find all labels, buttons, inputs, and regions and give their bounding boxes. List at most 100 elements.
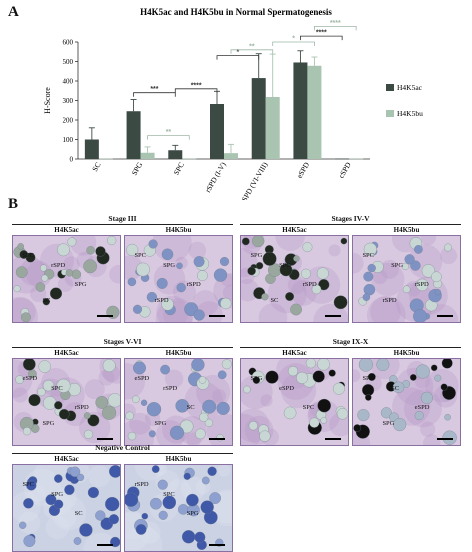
significance-bracket — [272, 41, 315, 46]
stage-divider — [240, 347, 461, 348]
stage-title: Stages IV-V — [331, 214, 370, 223]
stage-title: Stages V-VI — [103, 337, 142, 346]
significance-label: **** — [316, 30, 327, 37]
y-tick-label: 200 — [63, 117, 74, 125]
x-tick-label: eSPD — [295, 160, 312, 180]
micrograph-image — [352, 235, 461, 323]
cell-type-label: SC — [270, 297, 279, 305]
scale-bar — [209, 544, 225, 546]
micrograph-image — [124, 235, 233, 323]
y-tick-label: 500 — [63, 58, 74, 66]
stage-title: Negative Control — [95, 443, 150, 452]
micrograph-image — [240, 235, 349, 323]
x-tick-label: SPG — [130, 160, 145, 177]
significance-label: * — [236, 49, 239, 56]
cell-type-label: SPG — [250, 374, 263, 382]
cell-type-label: SPC — [279, 261, 291, 269]
bar-h4k5ac-1 — [126, 111, 141, 159]
significance-label: **** — [330, 20, 341, 27]
antibody-label: H4K5ac — [282, 226, 307, 234]
cell-type-label: SPC — [22, 480, 35, 488]
cell-type-label: rSPD — [134, 480, 149, 488]
legend-label-h4k5bu: H4K5bu — [397, 109, 423, 118]
y-tick-label: 100 — [63, 136, 74, 144]
antibody-label: H4K5bu — [393, 226, 420, 234]
cell-type-label: eSPD — [134, 374, 150, 382]
bar-h4k5ac-3 — [210, 104, 224, 159]
antibody-label: H4K5bu — [165, 349, 192, 357]
antibody-label: H4K5ac — [54, 226, 79, 234]
bar-chart: H4K5ac and H4K5bu in Normal Spermatogene… — [43, 7, 423, 200]
scale-bar — [325, 315, 341, 317]
cell-type-label: SC — [42, 297, 51, 305]
cell-type-label: rSPD — [382, 297, 397, 305]
significance-bracket — [216, 55, 260, 60]
cell-type-label: SPG — [391, 261, 404, 269]
bar-h4k5bu-5 — [307, 65, 322, 159]
cell-type-label: eSPD — [414, 403, 430, 411]
bar-h4k5ac-5 — [293, 62, 308, 159]
scale-bar — [437, 438, 453, 440]
bar-h4k5bu-6 — [349, 158, 364, 160]
cell-type-label: rSPD — [74, 403, 89, 411]
stage-title: Stage III — [108, 214, 137, 223]
cell-type-label: SPC — [22, 251, 35, 259]
significance-bracket — [314, 26, 357, 31]
legend-swatch-h4k5bu — [386, 110, 394, 117]
cell-type-label: SC — [391, 384, 400, 392]
scale-bar — [437, 315, 453, 317]
significance-label: **** — [191, 82, 202, 89]
bar-h4k5ac-6 — [335, 158, 350, 160]
cell-type-label: SPG — [42, 420, 55, 428]
significance-label: ** — [249, 43, 255, 50]
panel-a-letter: A — [8, 4, 19, 20]
stage-divider — [12, 347, 233, 348]
cell-type-label: SPC — [362, 251, 375, 259]
y-tick-label: 0 — [70, 156, 74, 164]
cell-type-label: eSPD — [279, 384, 294, 392]
cell-type-label: SPG — [163, 261, 176, 269]
x-tick-label: cSPD — [337, 160, 354, 180]
legend-label-h4k5ac: H4K5ac — [397, 83, 423, 92]
cell-type-label: SPG — [154, 420, 167, 428]
antibody-label: H4K5bu — [165, 455, 192, 463]
bar-h4k5bu-4 — [265, 96, 280, 159]
micrograph-image — [124, 464, 233, 552]
bar-h4k5ac-4 — [251, 78, 266, 159]
bar-h4k5ac-0 — [84, 139, 99, 159]
significance-bracket — [300, 35, 343, 41]
cell-type-label: rSPD — [186, 280, 201, 288]
significance-label: * — [292, 36, 295, 43]
scale-bar — [209, 438, 225, 440]
cell-type-label: rSPD — [414, 280, 429, 288]
stage-divider — [240, 224, 461, 225]
bar-h4k5bu-3 — [224, 153, 238, 159]
bar-h4k5bu-2 — [182, 158, 197, 160]
micrograph-image — [124, 358, 233, 446]
cell-type-label: rSPD — [163, 384, 178, 392]
cell-type-label: SPC — [302, 403, 315, 411]
scale-bar — [97, 438, 113, 440]
antibody-label: H4K5ac — [54, 455, 79, 463]
cell-type-label: SPG — [74, 280, 87, 288]
antibody-label: H4K5ac — [54, 349, 79, 357]
significance-bracket — [230, 49, 274, 54]
significance-bracket — [147, 135, 190, 140]
x-tick-label: rSPD (I-V) — [203, 160, 228, 194]
y-tick-label: 400 — [63, 78, 74, 86]
bar-h4k5bu-0 — [98, 158, 113, 160]
chart-title: H4K5ac and H4K5bu in Normal Spermatogene… — [140, 7, 332, 17]
x-tick-label: rSPD (VI-VIII) — [238, 160, 269, 200]
bar-h4k5ac-2 — [168, 150, 183, 159]
x-tick-label: SPC — [172, 161, 186, 177]
micrograph-image — [12, 358, 121, 446]
cell-type-label: rSPD — [154, 297, 169, 305]
cell-type-label: rSPD — [51, 261, 66, 269]
x-tick-label: SC — [90, 161, 102, 173]
micrograph-image — [352, 358, 461, 446]
cell-type-label: rSPD — [302, 280, 317, 288]
significance-bracket — [174, 88, 218, 93]
y-tick-label: 600 — [63, 39, 74, 47]
cell-type-label: eSPD — [22, 374, 38, 382]
micrograph-image — [12, 235, 121, 323]
